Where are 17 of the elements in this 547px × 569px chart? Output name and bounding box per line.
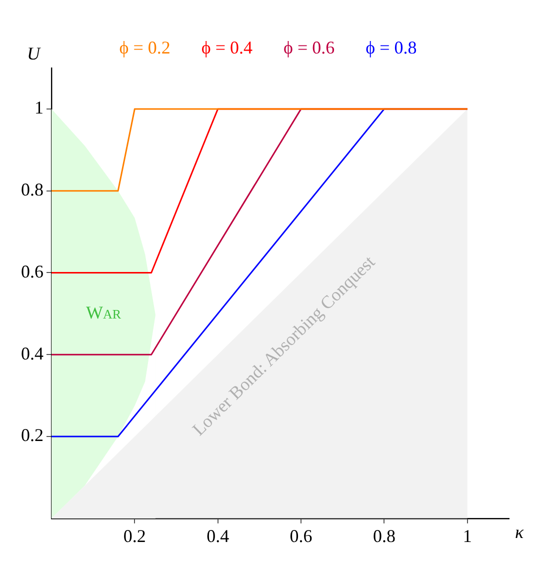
- y-axis-title: U: [27, 44, 41, 64]
- text: ϕ = 0.6: [284, 38, 335, 58]
- y-tick-label: 0.6: [21, 261, 44, 282]
- y-tick-label: 0.2: [21, 425, 44, 446]
- annotation: War: [86, 302, 122, 322]
- y-tick-label: 1: [34, 98, 44, 118]
- x-axis-title: κ: [515, 522, 524, 542]
- x-tick-label: 1: [462, 526, 472, 546]
- x-tick-label: 0.2: [123, 526, 146, 546]
- y-tick-label: 0.4: [21, 343, 44, 364]
- text: ϕ = 0.4: [201, 38, 253, 58]
- text: ϕ = 0.2: [119, 38, 170, 58]
- x-tick-label: 0.8: [372, 526, 396, 546]
- text: ϕ = 0.8: [366, 38, 417, 58]
- x-tick-label: 0.6: [290, 526, 312, 546]
- x-tick-label: 0.4: [206, 526, 230, 546]
- y-tick-label: 0.8: [21, 180, 44, 200]
